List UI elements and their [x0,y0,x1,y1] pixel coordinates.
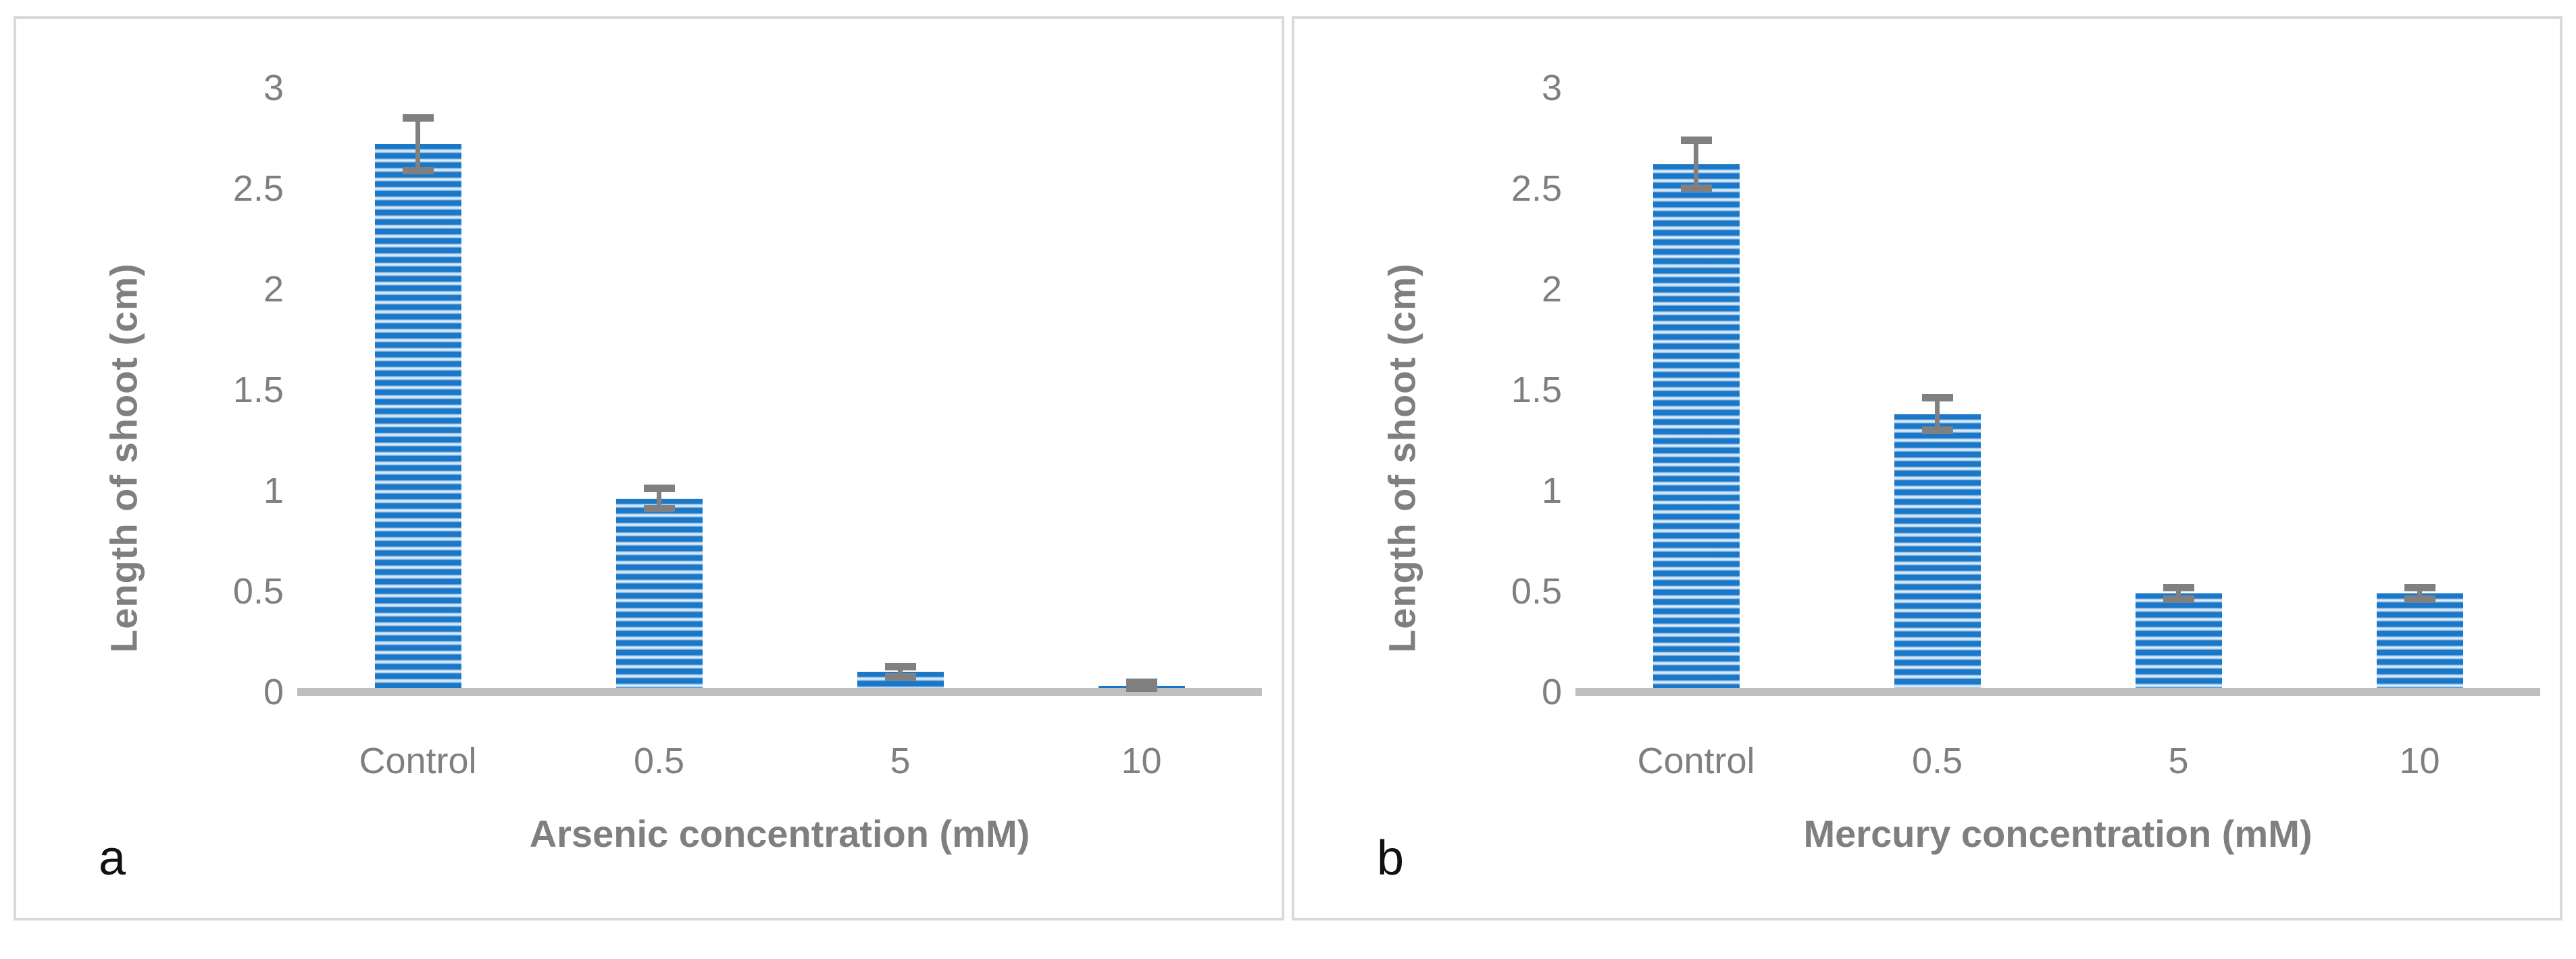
error-bar-cap-top-5 [884,663,916,671]
y-axis-tick-label: 2.5 [1511,168,1562,209]
x-axis-tick-label: 10 [1121,741,1162,781]
x-axis-title: Arsenic concentration (mM) [529,812,1030,855]
error-bar-0.5 [657,488,661,509]
error-bar-cap-top-control [1680,136,1712,144]
bar-0.5 [615,499,703,688]
y-axis-tick-label: 3 [1541,68,1562,108]
error-bar-cap-top-5 [2163,583,2194,591]
error-bar-control [1694,140,1698,189]
bar-0.5 [1894,414,1981,688]
error-bar-cap-bottom-10 [2404,595,2435,604]
y-axis-tick-label: 2 [263,269,284,310]
error-bar-cap-bottom-0.5 [643,505,675,513]
y-axis-tick-label: 1 [263,470,284,511]
error-bar-cap-bottom-5 [884,673,916,681]
panel-letter: b [1377,831,1405,885]
error-bar-cap-top-10 [2404,583,2435,591]
x-axis-tick-label: 5 [890,741,911,781]
y-axis-tick-label: 2.5 [232,168,284,209]
x-axis-line [1575,688,2540,696]
error-bar-control [415,118,420,171]
bar-control [1652,164,1740,688]
error-bar-cap-top-0.5 [643,485,675,493]
error-bar-cap-bottom-control [1680,185,1712,193]
x-axis-line [297,688,1262,696]
chart-panel-a: Length of shoot (cm) 3 2.5 2 1.5 1 0.5 0 Arsen… [14,16,1284,920]
y-axis-tick-label: 1 [1541,470,1562,511]
error-bar-0.5 [1935,397,1940,431]
x-axis-tick-label: 0.5 [633,741,685,781]
x-axis-tick-label: Control [1637,741,1755,781]
error-bar-5 [2176,587,2181,599]
y-axis-tick-labels: 3 2.5 2 1.5 1 0.5 0 [1294,19,1565,918]
panel-letter: a [99,831,126,885]
y-axis-tick-label: 0.5 [232,571,284,612]
y-axis-tick-label: 2 [1541,269,1562,310]
y-axis-tick-label: 1.5 [1511,370,1562,410]
x-axis-title: Mercury concentration (mM) [1803,812,2313,855]
y-axis-tick-label: 1.5 [232,370,284,410]
error-bar-cap-top-0.5 [1921,394,1953,402]
chart-panel-b: Length of shoot (cm) 3 2.5 2 1.5 1 0.5 0 Mercu… [1292,16,2562,920]
bar-control [374,144,461,688]
x-axis-tick-label: 5 [2168,741,2189,781]
bar-10 [2376,593,2463,688]
error-bar-cap-top-control [402,114,434,122]
error-bar-cap-bottom-10 [1126,684,1157,692]
error-bar-cap-top-10 [1126,678,1157,686]
y-axis-tick-label: 0 [263,672,284,712]
error-bar-cap-bottom-0.5 [1921,426,1953,435]
bar-5 [2135,593,2222,688]
y-axis-tick-labels: 3 2.5 2 1.5 1 0.5 0 [16,19,286,918]
x-axis-tick-label: 0.5 [1911,741,1963,781]
y-axis-tick-label: 0.5 [1511,571,1562,612]
error-bar-10 [2417,587,2422,599]
error-bar-5 [898,666,903,677]
y-axis-tick-label: 0 [1541,672,1562,712]
x-axis-tick-label: 10 [2399,741,2440,781]
x-axis-tick-label: Control [359,741,477,781]
error-bar-cap-bottom-control [402,166,434,174]
error-bar-cap-bottom-5 [2163,595,2194,604]
y-axis-tick-label: 3 [263,68,284,108]
